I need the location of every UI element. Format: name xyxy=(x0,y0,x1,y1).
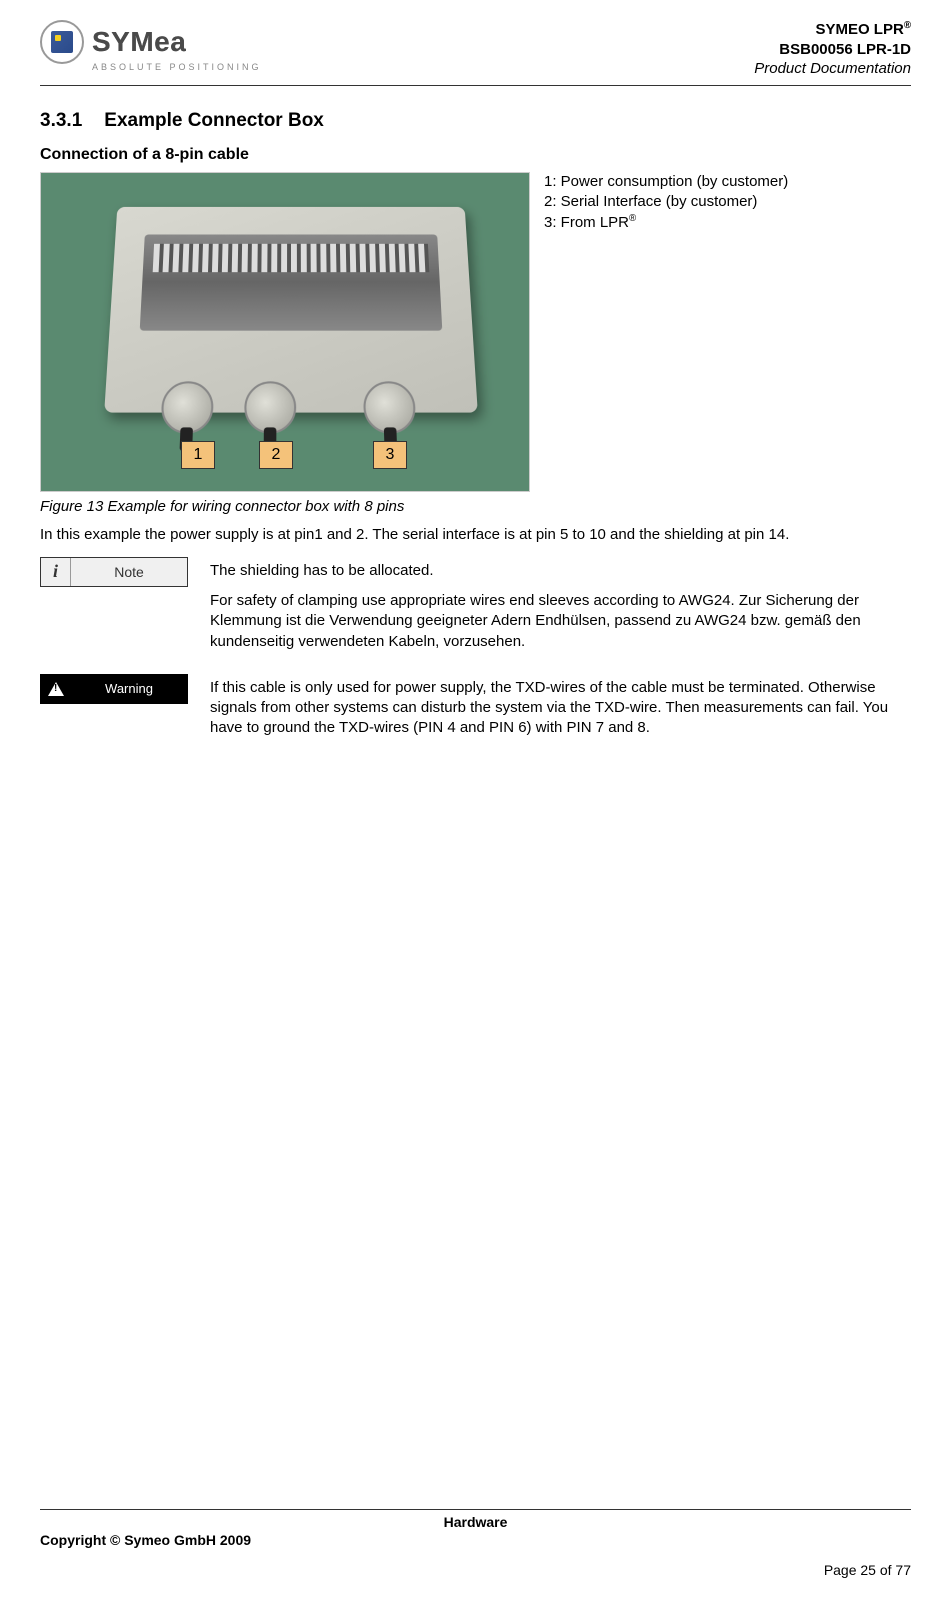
note-block: i Note The shielding has to be allocated… xyxy=(40,557,911,662)
doc-type: Product Documentation xyxy=(754,59,911,79)
info-icon: i xyxy=(41,558,71,586)
page-header: SYMea ABSOLUTE POSITIONING SYMEO LPR® BS… xyxy=(40,20,911,86)
section-number: 3.3.1 xyxy=(40,110,82,131)
section-subheading: Connection of a 8-pin cable xyxy=(40,146,911,164)
junction-box-shape xyxy=(104,206,478,412)
note-text-2: For safety of clamping use appropriate w… xyxy=(210,591,911,652)
product-name: SYMEO LPR xyxy=(815,21,903,38)
logo-subtext: ABSOLUTE POSITIONING xyxy=(92,62,262,72)
cable-gland-1 xyxy=(160,381,214,433)
callout-1: 1 xyxy=(181,441,215,469)
section-title: Example Connector Box xyxy=(104,110,324,131)
note-text: The shielding has to be allocated. For s… xyxy=(210,557,911,662)
cable-gland-2 xyxy=(244,381,296,433)
header-meta: SYMEO LPR® BSB00056 LPR-1D Product Docum… xyxy=(754,20,911,79)
body-paragraph: In this example the power supply is at p… xyxy=(40,525,911,545)
footer-section-name: Hardware xyxy=(40,1514,911,1530)
figure-row: 1 2 3 1: Power consumption (by customer)… xyxy=(40,172,911,492)
cable-gland-3 xyxy=(363,381,417,433)
registered-mark: ® xyxy=(904,20,911,31)
note-text-1: The shielding has to be allocated. xyxy=(210,561,911,581)
figure-legend: 1: Power consumption (by customer) 2: Se… xyxy=(544,172,911,234)
page-footer: Hardware Copyright © Symeo GmbH 2009 Pag… xyxy=(40,1509,911,1578)
note-label: Note xyxy=(71,564,187,580)
registered-mark: ® xyxy=(629,213,636,224)
section-heading: 3.3.1 Example Connector Box xyxy=(40,110,911,132)
warning-label: Warning xyxy=(71,681,187,696)
warning-text: If this cable is only used for power sup… xyxy=(210,674,911,739)
footer-copyright: Copyright © Symeo GmbH 2009 xyxy=(40,1532,251,1548)
warning-icon xyxy=(41,675,71,703)
logo-text: SYMea xyxy=(92,26,186,58)
connector-box-photo: 1 2 3 xyxy=(40,172,530,492)
legend-item-2: 2: Serial Interface (by customer) xyxy=(544,192,911,212)
legend-item-1: 1: Power consumption (by customer) xyxy=(544,172,911,192)
figure-caption: Figure 13 Example for wiring connector b… xyxy=(40,498,911,515)
page: SYMea ABSOLUTE POSITIONING SYMEO LPR® BS… xyxy=(0,0,951,1598)
footer-page-number: Page 25 of 77 xyxy=(40,1562,911,1578)
callout-2: 2 xyxy=(259,441,293,469)
legend-item-3: 3: From LPR xyxy=(544,214,629,231)
product-code: BSB00056 LPR-1D xyxy=(754,40,911,60)
logo-block: SYMea ABSOLUTE POSITIONING xyxy=(40,20,262,72)
warning-badge: Warning xyxy=(40,674,188,704)
callout-3: 3 xyxy=(373,441,407,469)
logo-icon xyxy=(40,20,84,64)
warning-block: Warning If this cable is only used for p… xyxy=(40,674,911,739)
note-badge: i Note xyxy=(40,557,188,587)
